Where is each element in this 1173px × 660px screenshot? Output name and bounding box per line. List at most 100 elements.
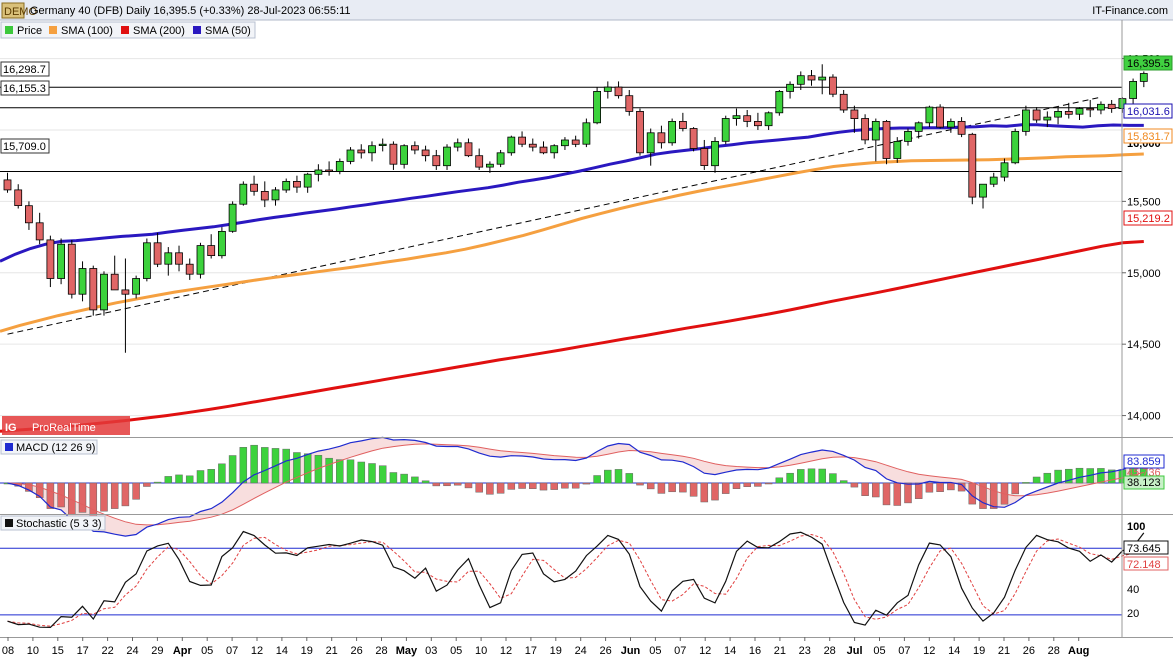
candle-body (657, 132, 666, 144)
candle-body (571, 139, 580, 145)
macd-histogram-bar (861, 482, 869, 496)
macd-histogram-bar (668, 482, 676, 493)
macd-histogram-bar (464, 482, 473, 489)
candle-body (475, 155, 484, 168)
candlesticks (3, 64, 1148, 353)
candle-body (1064, 111, 1073, 115)
candle-body (882, 121, 891, 159)
macd-histogram-bar (35, 482, 44, 498)
candle-body (1022, 109, 1030, 132)
candle-body (711, 140, 719, 167)
date-tick-label: 26 (1023, 645, 1035, 657)
macd-histogram-bar (850, 482, 859, 488)
brand-label: IT-Finance.com (1092, 5, 1168, 17)
macd-histogram-bar (132, 482, 140, 500)
macd-histogram-bar (947, 482, 955, 491)
date-tick-label: Aug (1068, 645, 1089, 657)
candle-body (850, 109, 859, 120)
macd-histogram-bar (368, 463, 376, 484)
legend-sma100-swatch (49, 26, 57, 34)
macd-histogram-bar (1022, 482, 1030, 484)
candle-body (24, 205, 33, 224)
macd-histogram-bar (571, 482, 580, 489)
macd-histogram-bar (121, 482, 130, 507)
macd-histogram-bar (904, 482, 912, 504)
macd-histogram-bar (207, 469, 215, 484)
macd-histogram-bar (400, 473, 408, 484)
date-tick-label: 19 (301, 645, 313, 657)
macd-histogram-bar (357, 461, 366, 484)
macd-histogram-bar (303, 453, 312, 484)
date-tick-label: 05 (873, 645, 885, 657)
candle-body (603, 86, 612, 92)
date-tick-label: 24 (575, 645, 587, 657)
candle-body (185, 263, 194, 275)
date-tick-label: 21 (774, 645, 786, 657)
candle-body (314, 169, 323, 175)
date-tick-label: Jul (847, 645, 863, 657)
stoch-tick-100: 100 (1127, 521, 1145, 533)
candle-body (196, 245, 205, 275)
macd-histogram-bar (593, 475, 601, 484)
macd-histogram-bar (507, 482, 516, 490)
candle-body (625, 95, 634, 112)
macd-histogram-bar (261, 447, 269, 484)
candle-body (947, 121, 955, 128)
legend-sma50-label: SMA (50) (205, 25, 251, 37)
candle-body (110, 273, 119, 291)
macd-histogram-bar (700, 482, 709, 503)
macd-histogram-bar (486, 482, 494, 495)
candle-body (957, 121, 966, 135)
sma100-tag-box (1123, 128, 1173, 144)
candle-body (389, 143, 398, 165)
macd-histogram-bar (936, 482, 944, 492)
stoch-tick-20: 20 (1127, 608, 1139, 620)
macd-histogram-bar (839, 480, 848, 484)
candle-body (303, 173, 312, 188)
date-tick-label: 19 (550, 645, 562, 657)
macd-histogram-bar (432, 482, 441, 487)
candle-body (346, 149, 355, 162)
macd-histogram-bar (228, 455, 237, 484)
macd-histogram-bar (872, 482, 880, 498)
candle-body (1000, 162, 1009, 178)
candle-body (743, 115, 752, 122)
svg-text:DEMO: DEMO (4, 6, 37, 18)
date-tick-label: 16 (749, 645, 761, 657)
macd-histogram-bar (625, 473, 634, 484)
macd-histogram-bar (153, 481, 162, 484)
macd-histogram-bar (1011, 482, 1019, 495)
date-tick-label: 15 (52, 645, 64, 657)
candle-body (593, 91, 601, 124)
macd-histogram-bar (164, 476, 173, 484)
candle-body (732, 115, 741, 119)
level-labels: 16,298.7 16,155.3 15,709.0 (0, 61, 50, 154)
date-tick-label: 08 (2, 645, 14, 657)
candle-body (796, 75, 805, 85)
candle-body (979, 183, 987, 198)
prorealtime-watermark: IG ProRealTime (2, 416, 130, 435)
sma200-line (0, 240, 1144, 433)
grid (0, 58, 1122, 417)
demo-badge: DEMO (1, 2, 37, 19)
macd-histogram-bar (636, 482, 644, 486)
macd-histogram-bar (582, 482, 591, 485)
candle-body (636, 111, 644, 154)
candle-body (871, 121, 880, 141)
legend-sma200-swatch (121, 26, 129, 34)
date-tick-label: 14 (948, 645, 960, 657)
date-tick-label: 07 (674, 645, 686, 657)
date-tick-label: 12 (699, 645, 711, 657)
macd-histogram-bar (175, 474, 183, 484)
candle-body (175, 252, 183, 265)
sma50-tag: 16,031.6 (1127, 106, 1170, 118)
macd-cloud (7, 437, 1144, 537)
macd-histogram-bar (282, 448, 290, 484)
macd-histogram-bar (732, 482, 741, 489)
date-tick-label: 05 (649, 645, 661, 657)
macd-histogram-bar (325, 457, 333, 484)
macd-histogram-bar (764, 482, 773, 485)
level-label-16298: 16,298.7 (3, 64, 46, 76)
macd-signal-line (7, 443, 1144, 526)
